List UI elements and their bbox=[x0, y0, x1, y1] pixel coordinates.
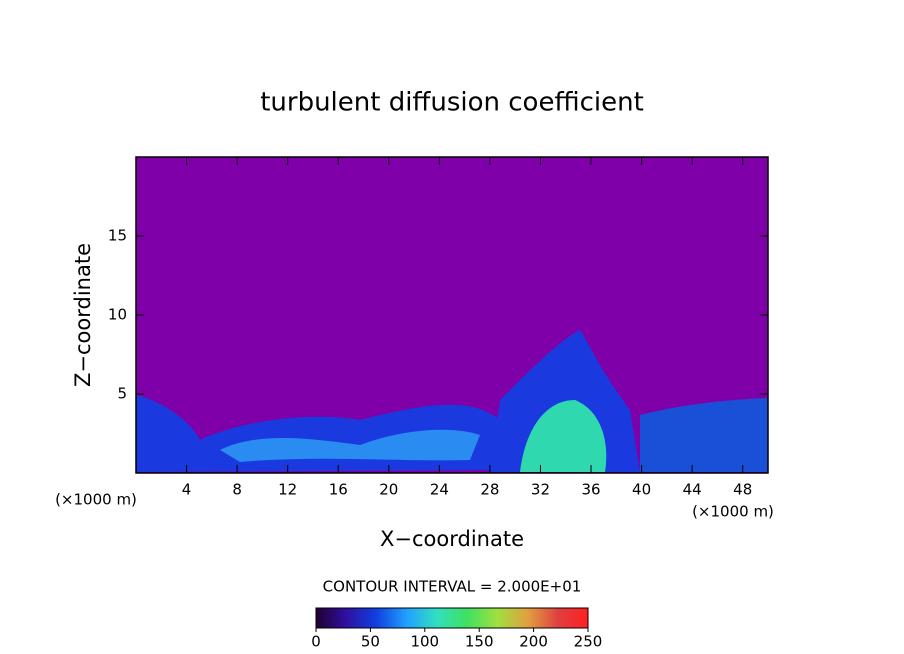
colorbar bbox=[315, 607, 589, 629]
y-tick-label: 10 bbox=[108, 306, 127, 324]
annotation: CONTOUR INTERVAL = 2.000E+01 bbox=[323, 578, 582, 596]
field-blob bbox=[640, 398, 768, 472]
x-tick-label: 8 bbox=[232, 481, 242, 499]
chart-title: turbulent diffusion coefficient bbox=[260, 88, 644, 118]
x-tick-label: 36 bbox=[581, 481, 600, 499]
x-tick-label: 44 bbox=[683, 481, 702, 499]
field-blob bbox=[520, 400, 607, 472]
x-tick-label: 16 bbox=[329, 481, 348, 499]
x-tick-label: 12 bbox=[278, 481, 297, 499]
field-shapes bbox=[136, 330, 768, 472]
y-tick-label: 15 bbox=[108, 227, 127, 245]
x-tick-label: 24 bbox=[430, 481, 449, 499]
x-tick-label: 28 bbox=[480, 481, 499, 499]
x-tick-label: 20 bbox=[379, 481, 398, 499]
field-blob bbox=[220, 429, 480, 462]
x-tick-label: 40 bbox=[632, 481, 651, 499]
colorbar-tick-label: 0 bbox=[311, 633, 321, 651]
y-axis-label: Z−coordinate bbox=[71, 243, 95, 387]
x-tick-label: 32 bbox=[531, 481, 550, 499]
colorbar-tick-label: 250 bbox=[574, 633, 603, 651]
x-tick-label: 48 bbox=[733, 481, 752, 499]
x-unit: (×1000 m) bbox=[692, 503, 774, 521]
y-tick-label: 5 bbox=[117, 385, 127, 403]
colorbar-tick-label: 50 bbox=[361, 633, 380, 651]
x-tick-label: 4 bbox=[182, 481, 192, 499]
colorbar-tick-label: 150 bbox=[465, 633, 494, 651]
colorbar-tick-label: 100 bbox=[410, 633, 439, 651]
x-axis-label: X−coordinate bbox=[380, 527, 524, 551]
y-unit: (×1000 m) bbox=[55, 491, 137, 509]
colorbar-tick-label: 200 bbox=[519, 633, 548, 651]
